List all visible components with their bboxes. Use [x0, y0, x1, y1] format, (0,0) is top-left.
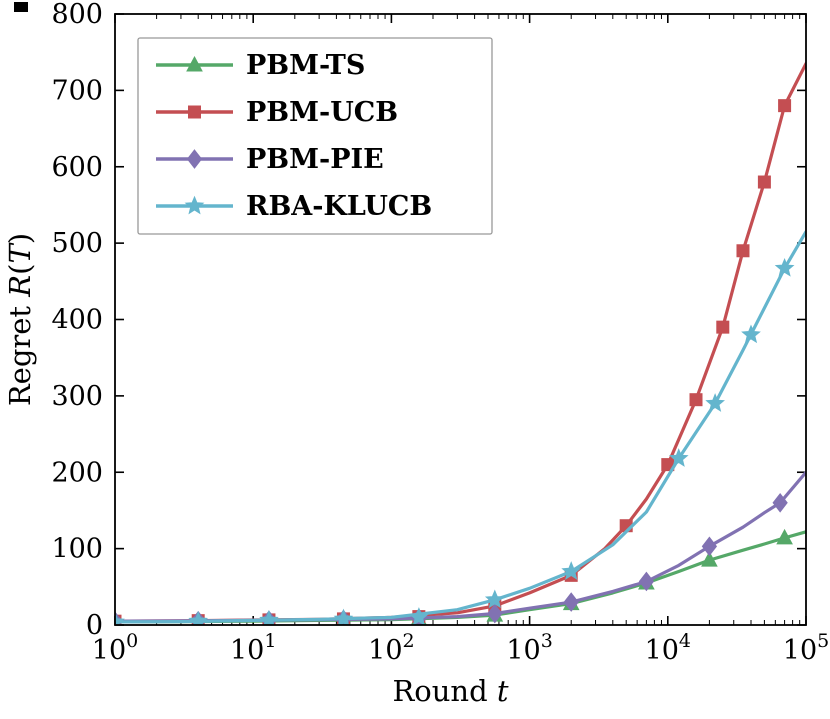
x-tick-label: 101: [230, 630, 276, 666]
y-tick-label: 200: [51, 457, 103, 488]
x-tick-label: 103: [506, 630, 552, 666]
y-tick-label: 0: [86, 610, 103, 641]
y-tick-label: 300: [51, 381, 103, 412]
y-tick-label: 400: [51, 305, 103, 336]
legend-marker-PBM-TS: [186, 55, 203, 72]
y-tick-label: 800: [51, 0, 103, 30]
x-tick-label: 100: [92, 630, 138, 666]
legend-label-PBM-TS: PBM-TS: [246, 50, 365, 81]
plot-border: [114, 13, 807, 626]
legend-label-PBM-UCB: PBM-UCB: [246, 97, 398, 128]
y-tick-label: 600: [51, 152, 103, 183]
legend-label-PBM-PIE: PBM-PIE: [246, 144, 384, 175]
y-tick-label: 500: [51, 228, 103, 259]
legend-box: [137, 37, 493, 235]
legend-marker-PBM-PIE: [186, 149, 203, 169]
x-tick-label: 104: [645, 630, 691, 666]
y-tick-label: 100: [51, 534, 103, 565]
x-tick-label: 102: [368, 630, 414, 666]
legend-label-RBA-KLUCB: RBA-KLUCB: [246, 191, 432, 222]
y-axis-label: Regret R(T): [3, 233, 37, 406]
legend-marker-PBM-UCB: [188, 105, 201, 119]
y-tick-label: 700: [51, 75, 103, 106]
stray-mark: [14, 2, 28, 12]
series-markers-RBA-KLUCB: [115, 257, 795, 625]
x-axis-label: Round t: [392, 674, 508, 708]
legend-marker-RBA-KLUCB: [184, 195, 205, 215]
x-tick-label: 105: [783, 630, 829, 666]
